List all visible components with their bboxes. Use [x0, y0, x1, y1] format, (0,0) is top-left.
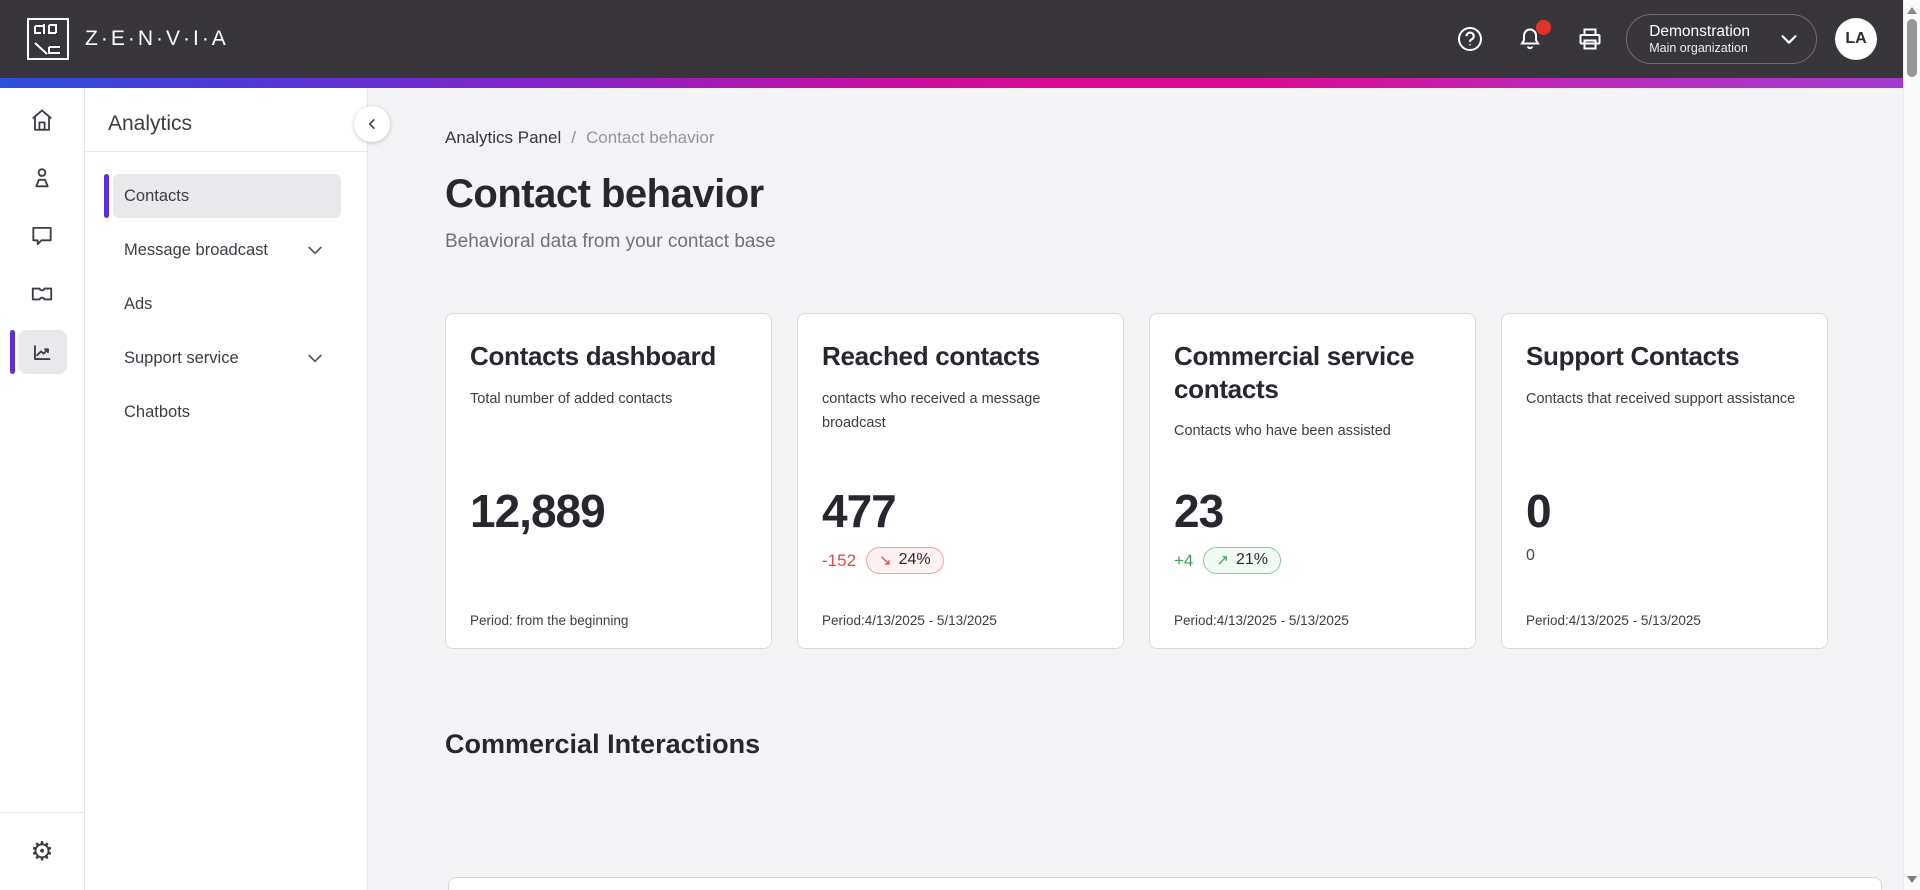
- organization-subname: Main organization: [1649, 40, 1748, 55]
- sidebar-title: Analytics: [108, 112, 193, 135]
- sidebar-item-message-broadcast[interactable]: Message broadcast: [113, 228, 341, 272]
- sidebar-item-label: Ads: [124, 294, 153, 313]
- card-contacts-dashboard: Contacts dashboard Total number of added…: [445, 313, 772, 649]
- nav-rail-items: [0, 88, 84, 388]
- zenvia-logo[interactable]: Z·E·N·V·I·A: [26, 17, 229, 61]
- analytics-sidebar: Analytics Contacts Message broadcast Ads…: [85, 88, 390, 890]
- notifications-icon[interactable]: [1516, 20, 1552, 53]
- section-heading-commercial-interactions: Commercial Interactions: [445, 729, 761, 759]
- card-period: Period:4/13/2025 - 5/13/2025: [822, 613, 997, 628]
- help-icon[interactable]: [1456, 25, 1484, 53]
- brand-gradient-bar: [0, 78, 1903, 88]
- delta-value: 0: [1526, 547, 1535, 564]
- top-bar: Z·E·N·V·I·A: [0, 0, 1903, 78]
- rail-bottom: ⚙: [0, 812, 84, 890]
- card-value: 0: [1526, 485, 1552, 537]
- card-period: Period: from the beginning: [470, 613, 629, 628]
- avatar-initials: LA: [1845, 30, 1867, 47]
- organization-info: Demonstration Main organization: [1649, 22, 1750, 57]
- card-delta-row: -152 ↘ 24%: [822, 547, 944, 574]
- delta-value: -152: [822, 550, 857, 570]
- header-actions: Demonstration Main organization LA: [1424, 14, 1877, 64]
- card-period: Period:4/13/2025 - 5/13/2025: [1174, 613, 1349, 628]
- main-content: Analytics Panel / Contact behavior Conta…: [368, 88, 1903, 890]
- page-subtitle: Behavioral data from your contact base: [445, 231, 776, 252]
- zenvia-logo-text: Z·E·N·V·I·A: [85, 27, 229, 50]
- rail-item-home[interactable]: [18, 98, 67, 142]
- commercial-interactions-card-partial: [448, 877, 1882, 890]
- card-delta-row: +4 ↗ 21%: [1174, 547, 1281, 574]
- page-scrollbar[interactable]: [1903, 0, 1920, 890]
- sidebar-item-label: Message broadcast: [124, 240, 268, 259]
- delta-value: +4: [1174, 550, 1194, 570]
- sidebar-collapse-button[interactable]: [354, 106, 390, 142]
- page-title: Contact behavior: [445, 172, 764, 216]
- scroll-down-arrow-icon[interactable]: [1907, 876, 1917, 883]
- badge-percent: 21%: [1235, 551, 1268, 568]
- card-commercial-service-contacts: Commercial service contacts Contacts who…: [1149, 313, 1476, 649]
- chevron-down-icon: [308, 246, 322, 255]
- nav-rail: ⚙: [0, 88, 85, 890]
- breadcrumb-current: Contact behavior: [585, 128, 715, 147]
- rail-item-analytics[interactable]: [9, 330, 67, 374]
- sidebar-item-label: Support service: [124, 348, 239, 367]
- sidebar-item-ads[interactable]: Ads: [113, 282, 341, 326]
- card-title: Commercial service contacts: [1174, 341, 1415, 404]
- zenvia-logo-icon: [27, 18, 69, 60]
- badge-percent: 24%: [898, 551, 931, 568]
- scrollbar-thumb[interactable]: [1907, 19, 1917, 77]
- sidebar-item-support-service[interactable]: Support service: [113, 336, 341, 380]
- card-description: contacts who received a message broadcas…: [822, 390, 1041, 432]
- rail-item-chat[interactable]: [18, 214, 67, 258]
- chevron-down-icon: [308, 354, 322, 363]
- rail-item-contacts[interactable]: [18, 156, 67, 200]
- card-delta-row: 0: [1526, 547, 1535, 565]
- organization-switcher[interactable]: Demonstration Main organization: [1626, 14, 1817, 64]
- ticket-icon: [31, 287, 53, 301]
- breadcrumb: Analytics Panel / Contact behavior: [445, 128, 1903, 148]
- card-value: 23: [1174, 485, 1224, 537]
- card-title: Support Contacts: [1526, 341, 1740, 371]
- card-support-contacts: Support Contacts Contacts that received …: [1501, 313, 1828, 649]
- card-value: 12,889: [470, 485, 606, 537]
- analytics-icon: [34, 345, 51, 360]
- trend-badge-positive: ↗ 21%: [1203, 547, 1281, 574]
- card-value: 477: [822, 485, 897, 537]
- sidebar-menu: Contacts Message broadcast Ads Support s…: [85, 152, 367, 434]
- card-title: Contacts dashboard: [470, 341, 716, 371]
- card-description: Total number of added contacts: [470, 390, 673, 407]
- settings-gear-icon[interactable]: ⚙: [30, 836, 54, 866]
- scroll-up-arrow-icon[interactable]: [1907, 7, 1917, 14]
- sidebar-item-label: Chatbots: [124, 402, 191, 421]
- notification-badge-dot: [1536, 20, 1552, 35]
- sidebar-item-label: Contacts: [124, 186, 190, 205]
- rail-item-ads[interactable]: [18, 272, 67, 316]
- home-icon: [32, 109, 52, 131]
- breadcrumb-separator: /: [571, 128, 576, 147]
- sidebar-item-chatbots[interactable]: Chatbots: [113, 390, 341, 434]
- card-period: Period:4/13/2025 - 5/13/2025: [1526, 613, 1701, 628]
- kpi-cards-row: Contacts dashboard Total number of added…: [445, 313, 1903, 649]
- print-icon[interactable]: [1576, 25, 1604, 53]
- arrow-down-right-icon: ↘: [879, 552, 892, 569]
- avatar[interactable]: LA: [1835, 18, 1877, 60]
- card-title: Reached contacts: [822, 341, 1040, 371]
- chevron-down-icon: [1781, 35, 1797, 44]
- card-reached-contacts: Reached contacts contacts who received a…: [797, 313, 1124, 649]
- organization-name: Demonstration: [1649, 22, 1750, 40]
- card-description: Contacts who have been assisted: [1174, 423, 1391, 439]
- breadcrumb-analytics-panel[interactable]: Analytics Panel: [445, 128, 562, 147]
- arrow-up-right-icon: ↗: [1216, 552, 1229, 569]
- trend-badge-negative: ↘ 24%: [866, 547, 944, 574]
- sidebar-item-contacts[interactable]: Contacts: [104, 174, 341, 218]
- card-description: Contacts that received support assistanc…: [1526, 390, 1796, 407]
- chevron-left-icon: [368, 119, 375, 129]
- contacts-icon: [35, 168, 49, 188]
- chat-icon: [32, 226, 52, 246]
- sidebar-divider: [85, 151, 367, 152]
